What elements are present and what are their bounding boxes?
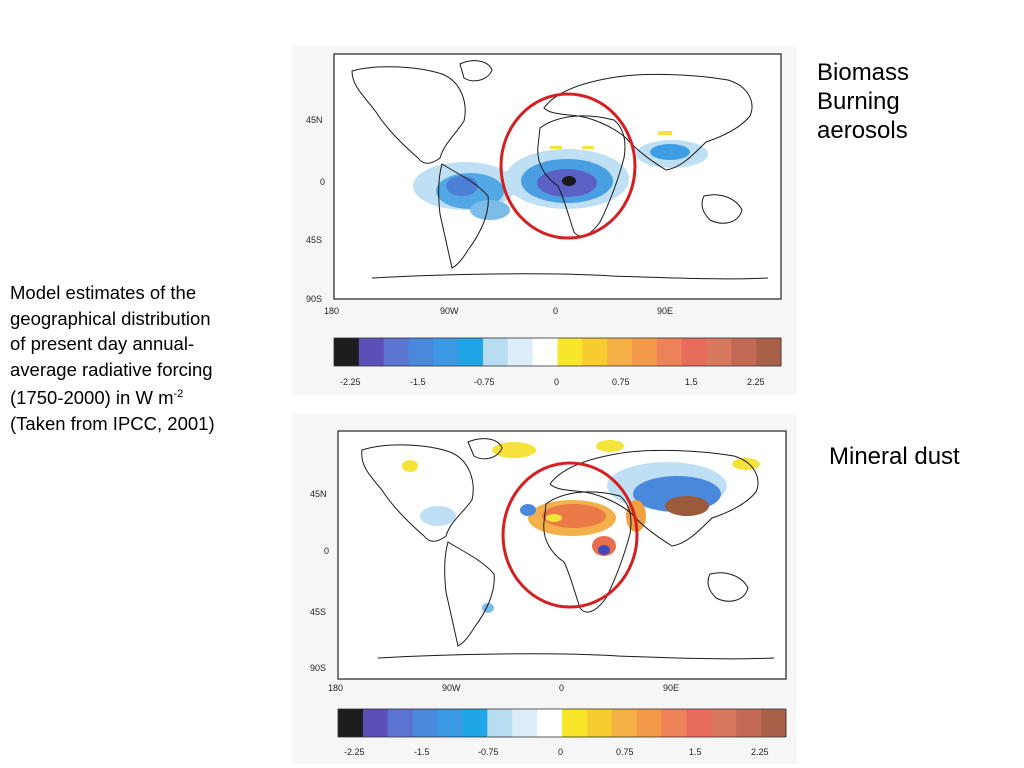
colorbar-segment xyxy=(731,338,757,366)
colorbar-tick: 2.25 xyxy=(747,377,765,387)
lon-label: 0 xyxy=(553,306,558,316)
lat-label: 45N xyxy=(310,489,327,499)
colorbar-segment xyxy=(537,709,563,737)
biomass-title-line: Burning xyxy=(817,88,900,115)
colorbar-segment xyxy=(437,709,463,737)
colorbar-segment xyxy=(681,338,707,366)
axis-labels: 45N 0 45S 90S 180 90W 0 90E xyxy=(306,115,673,316)
lon-label: 90E xyxy=(657,306,673,316)
colorbar-segment xyxy=(636,709,663,737)
caption-line: average radiative forcing xyxy=(10,358,213,380)
colorbar-segment xyxy=(512,709,538,737)
caption-unit-exponent: -2 xyxy=(173,388,184,400)
colorbar-segment xyxy=(462,709,488,737)
colorbar-segment xyxy=(761,709,787,737)
colorbar-tick: -1.5 xyxy=(414,747,430,757)
figure-caption: Model estimates of the geographical dist… xyxy=(10,280,280,436)
colorbar-tick: 0 xyxy=(554,377,559,387)
lat-label: 45N xyxy=(306,115,323,125)
biomass-title-line: aerosols xyxy=(817,117,908,144)
dust-map-svg: 45N 0 45S 90S 180 90W 0 90E -2.25 -1.5 -… xyxy=(310,430,787,757)
colorbar-segment xyxy=(338,709,364,737)
colorbar-segment xyxy=(711,709,737,737)
colorbar-tick: 0.75 xyxy=(616,747,634,757)
lat-label: 0 xyxy=(324,546,329,556)
forcing-field xyxy=(413,131,708,220)
colorbar-segment xyxy=(632,338,658,366)
biomass-title-line: Biomass xyxy=(817,59,910,86)
colorbar-segment xyxy=(706,338,732,366)
caption-unit-text: (1750-2000) in W m xyxy=(10,387,174,408)
colorbar-tick: 0 xyxy=(558,747,563,757)
colorbar-segment xyxy=(408,338,434,366)
lon-label: 90W xyxy=(442,683,461,693)
dust-title-line: Mineral dust xyxy=(829,443,960,470)
lat-label: 0 xyxy=(320,177,325,187)
caption-line: (Taken from IPCC, 2001) xyxy=(10,412,215,434)
coastlines xyxy=(351,60,769,280)
colorbar-tick: -2.25 xyxy=(344,747,365,757)
colorbar-segment xyxy=(756,338,782,366)
colorbar-segment xyxy=(458,338,484,366)
colorbar-segment xyxy=(686,709,712,737)
colorbar-segment xyxy=(483,338,509,366)
lat-label: 90S xyxy=(310,663,326,673)
lon-label: 90E xyxy=(663,683,679,693)
colorbar-segment xyxy=(362,709,389,737)
colorbar-segment xyxy=(433,338,459,366)
coastlines xyxy=(361,438,775,660)
colorbar-segment xyxy=(387,709,414,737)
colorbar-tick: -1.5 xyxy=(410,377,426,387)
colorbar-segment xyxy=(736,709,762,737)
lat-label: 45S xyxy=(310,607,326,617)
colorbar-segment xyxy=(656,338,683,366)
colorbar-segment xyxy=(358,338,385,366)
colorbar-segment xyxy=(507,338,534,366)
biomass-title: Biomass Burning aerosols xyxy=(817,58,909,145)
colorbar-segment xyxy=(383,338,409,366)
axis-labels: 45N 0 45S 90S 180 90W 0 90E xyxy=(310,489,679,693)
highlight-circle xyxy=(501,461,639,609)
caption-line: geographical distribution xyxy=(10,307,211,329)
lon-label: 180 xyxy=(324,306,339,316)
colorbar xyxy=(333,337,782,367)
colorbar-segment xyxy=(661,709,687,737)
colorbar-tick: -0.75 xyxy=(474,377,495,387)
colorbar-segment xyxy=(334,338,360,366)
biomass-highlight-circle xyxy=(499,92,637,240)
caption-line: of present day annual- xyxy=(10,333,195,354)
colorbar-tick: -0.75 xyxy=(478,747,499,757)
colorbar-ticks: -2.25 -1.5 -0.75 0 0.75 1.5 2.25 xyxy=(340,377,765,387)
lon-label: 0 xyxy=(559,683,564,693)
colorbar-tick: -2.25 xyxy=(340,377,361,387)
dust-highlight-circle xyxy=(501,461,639,609)
colorbar-tick: 1.5 xyxy=(689,747,702,757)
colorbar-segment xyxy=(582,338,608,366)
colorbar-segment xyxy=(611,709,638,737)
highlight-circle xyxy=(499,92,637,240)
colorbar xyxy=(337,708,787,738)
colorbar-segment xyxy=(532,338,558,366)
colorbar-segment xyxy=(586,709,613,737)
caption-line-unit: (1750-2000) in W m-2 xyxy=(10,382,280,411)
colorbar-segment xyxy=(607,338,633,366)
lat-label: 45S xyxy=(306,235,322,245)
colorbar-segment xyxy=(557,338,583,366)
colorbar-ticks: -2.25 -1.5 -0.75 0 0.75 1.5 2.25 xyxy=(344,747,769,757)
forcing-field xyxy=(402,440,760,613)
colorbar-segment xyxy=(562,709,588,737)
colorbar-segment xyxy=(487,709,513,737)
dust-map-panel: 45N 0 45S 90S 180 90W 0 90E -2.25 -1.5 -… xyxy=(292,414,797,764)
lon-label: 180 xyxy=(328,683,343,693)
dust-title: Mineral dust xyxy=(829,442,960,471)
colorbar-tick: 1.5 xyxy=(685,377,698,387)
colorbar-tick: 2.25 xyxy=(751,747,769,757)
lon-label: 90W xyxy=(440,306,459,316)
caption-line: Model estimates of the xyxy=(10,282,197,303)
lat-label: 90S xyxy=(306,294,322,304)
colorbar-segment xyxy=(412,709,439,737)
colorbar-tick: 0.75 xyxy=(612,377,630,387)
biomass-map-panel: 45N 0 45S 90S 180 90W 0 90E -2.25 -1.5 -… xyxy=(292,46,797,395)
